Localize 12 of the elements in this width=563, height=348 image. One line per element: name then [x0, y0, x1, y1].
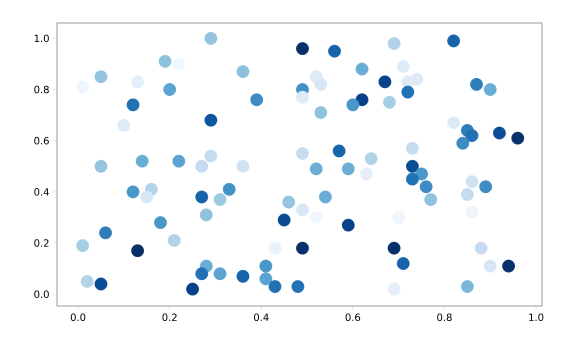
x-tick-label: 0.6: [346, 314, 360, 322]
x-tick-label: 1.0: [529, 314, 544, 322]
x-tick-label: 0.8: [437, 314, 452, 322]
y-tick-label: 0.0: [34, 290, 49, 298]
y-tick-label: 0.2: [34, 239, 48, 247]
x-tick-label: 0.0: [70, 314, 86, 322]
y-tick-label: 1.0: [34, 34, 49, 42]
x-tick-label: 0.4: [254, 314, 269, 322]
y-tick-label: 0.6: [34, 136, 49, 144]
y-tick-label: 0.4: [34, 188, 49, 196]
y-tick-label: 0.8: [34, 86, 49, 94]
x-tick-label: 0.2: [162, 314, 177, 322]
